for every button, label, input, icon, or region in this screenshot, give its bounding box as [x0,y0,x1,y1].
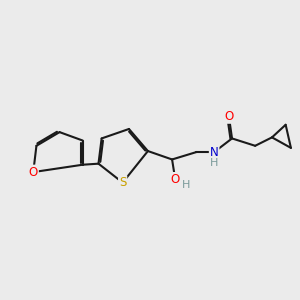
Text: S: S [119,176,126,189]
Text: H: H [210,158,218,168]
Text: O: O [171,173,180,186]
Text: O: O [224,110,233,123]
Text: N: N [210,146,218,159]
Text: H: H [182,180,190,190]
Text: O: O [28,166,38,178]
